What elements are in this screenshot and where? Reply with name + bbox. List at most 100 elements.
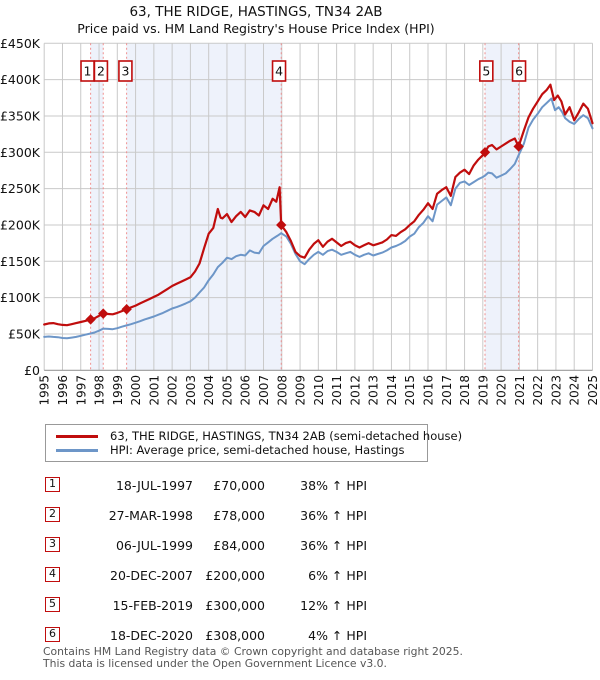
x-axis-label: 2005 [220,375,234,406]
x-axis-label: 2011 [330,375,344,406]
x-axis-label: 2016 [421,375,435,406]
sale-marker-number: 5 [482,64,490,79]
ownership-period-band [90,43,104,371]
chart-legend: 63, THE RIDGE, HASTINGS, TN34 2AB (semi-… [45,424,462,462]
legend-label-property: 63, THE RIDGE, HASTINGS, TN34 2AB (semi-… [110,429,463,443]
x-axis-label: 2001 [147,375,161,406]
x-axis-label: 1998 [93,375,107,406]
sale-date: 18-DEC-2020 [110,628,193,643]
sale-marker-number: 6 [515,64,523,79]
x-axis-label: 2025 [586,375,600,406]
sale-number-badge: 3 [45,537,60,552]
x-axis-label: 2015 [403,375,417,406]
sale-price: £84,000 [213,538,265,553]
x-axis-label: 2010 [312,375,326,406]
y-axis-label: £250K [0,181,41,196]
sale-diamond-marker [513,141,524,152]
y-axis-label: £300K [0,145,41,160]
sale-diamond-marker [121,304,132,315]
sale-price: £300,000 [205,598,265,613]
sale-row-4: 4 20-DEC-2007 £200,000 6% ↑ HPI [0,567,600,583]
sale-marker-number: 4 [275,64,283,79]
sale-price: £200,000 [205,568,265,583]
sale-price: £78,000 [213,508,265,523]
license-line-2: This data is licensed under the Open Gov… [43,656,387,670]
sale-row-2: 2 27-MAR-1998 £78,000 36% ↑ HPI [0,507,600,523]
hpi-line [43,97,594,340]
legend-row-property: 63, THE RIDGE, HASTINGS, TN34 2AB (semi-… [56,429,462,443]
sale-number-badge: 5 [45,597,60,612]
y-axis-label: £450K [0,36,41,51]
x-axis-label: 2007 [257,375,271,406]
x-axis-label: 2023 [549,375,563,406]
sale-marker-number: 1 [84,64,92,79]
price-history-chart: 1 2 3 4 5 6 £450K £400K £350K £300K £250K £200K £150… [0,36,600,406]
license-note: Contains HM Land Registry data © Crown c… [43,646,463,669]
ownership-period-band [485,43,519,371]
x-axis-label: 2018 [458,375,472,406]
x-axis-label: 2014 [385,375,399,406]
x-axis-label: 1995 [38,375,52,406]
sale-marker-box [118,60,133,82]
x-axis-label: 2006 [239,375,253,406]
sale-marker-box [511,60,527,82]
y-axis-label: £350K [0,108,41,123]
legend-label-hpi: HPI: Average price, semi-detached house,… [110,443,405,457]
y-axis-label: £400K [0,72,41,87]
sale-date: 15-FEB-2019 [112,598,193,613]
property-line-swatch [56,434,98,438]
sale-date: 18-JUL-1997 [115,478,193,493]
x-axis-label: 1996 [56,375,70,406]
property-price-line [43,83,594,327]
y-axis-label: £50K [8,326,41,341]
sale-vs-hpi: 6% ↑ HPI [308,568,367,583]
sale-diamond-marker [98,308,109,319]
sale-diamond-marker [85,314,96,325]
x-axis-label: 2019 [476,375,490,406]
sale-diamond-marker [479,147,491,158]
sale-row-3: 3 06-JUL-1999 £84,000 36% ↑ HPI [0,537,600,553]
sale-row-1: 1 18-JUL-1997 £70,000 38% ↑ HPI [0,477,600,493]
sale-marker-number: 3 [121,64,129,79]
sale-marker-box [93,60,109,82]
sale-row-5: 5 15-FEB-2019 £300,000 12% ↑ HPI [0,597,600,613]
license-line-1: Contains HM Land Registry data © Crown c… [43,645,463,658]
ownership-period-band [126,43,282,371]
x-axis-label: 2008 [275,375,289,406]
sale-vs-hpi: 38% ↑ HPI [300,478,367,493]
x-axis-label: 2004 [202,375,216,406]
sale-number-badge: 6 [45,627,60,642]
sale-number-badge: 4 [45,567,60,582]
x-axis-label: 2003 [184,375,198,406]
sale-vs-hpi: 4% ↑ HPI [308,628,367,643]
x-axis-label: 2000 [129,375,143,406]
sale-vs-hpi: 36% ↑ HPI [300,508,367,523]
x-axis-label: 2021 [513,375,527,406]
legend-row-hpi: HPI: Average price, semi-detached house,… [56,443,427,457]
hpi-line-swatch [56,448,98,452]
x-axis-label: 2013 [367,375,381,406]
sale-vs-hpi: 36% ↑ HPI [300,538,367,553]
sale-date: 20-DEC-2007 [110,568,193,583]
x-axis-label: 1999 [111,375,125,406]
sale-row-6: 6 18-DEC-2020 £308,000 4% ↑ HPI [0,627,600,643]
x-axis-label: 2002 [166,375,180,406]
y-axis-label: £200K [0,217,41,232]
sale-price: £308,000 [205,628,265,643]
sale-marker-number: 2 [97,64,105,79]
sale-date: 27-MAR-1998 [108,508,193,523]
sale-marker-box [479,60,494,82]
page-title: 63, THE RIDGE, HASTINGS, TN34 2AB [129,4,383,20]
sale-number-badge: 2 [45,507,60,522]
sale-vs-hpi: 12% ↑ HPI [300,598,367,613]
sale-number-badge: 1 [45,477,60,492]
x-axis-label: 1997 [74,375,88,406]
x-axis-label: 2017 [440,375,454,406]
y-axis-label: £100K [0,290,41,305]
sale-diamond-marker [276,219,287,231]
sale-price: £70,000 [213,478,265,493]
x-axis-label: 2024 [568,375,582,406]
x-axis-label: 2020 [495,375,509,406]
sale-date: 06-JUL-1999 [115,538,193,553]
